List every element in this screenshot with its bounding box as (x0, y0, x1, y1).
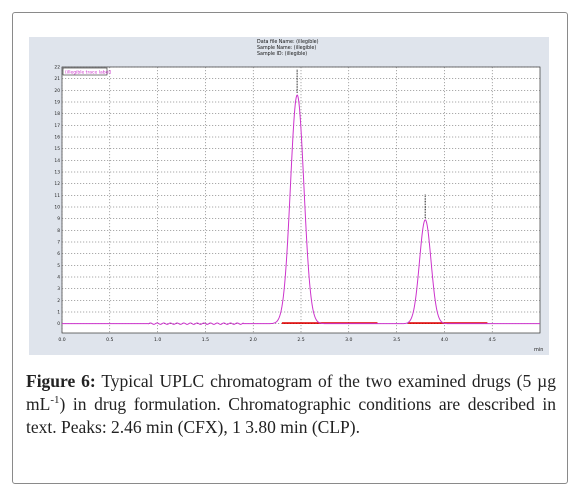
header-line: Sample ID: (illegible) (257, 51, 307, 57)
y-tick-label: 22 (54, 65, 60, 71)
y-tick-label: 18 (54, 111, 60, 117)
y-tick-label: 7 (57, 240, 60, 246)
y-tick-label: 16 (54, 135, 60, 141)
y-tick-label: 3 (57, 286, 60, 292)
legend-label: (illegible trace label) (65, 70, 112, 76)
caption-text-1: Typical UPLC chromatogram of the two exa… (26, 371, 556, 414)
y-tick-label: 13 (54, 170, 60, 176)
y-tick-label: 8 (57, 228, 60, 234)
y-tick-label: 0 (57, 321, 60, 327)
peak-labels (296, 69, 426, 218)
y-tick-label: 4 (57, 275, 60, 281)
x-tick-label: 4.5 (489, 337, 496, 343)
header-line: Data file Name: (illegible) (257, 39, 319, 45)
x-tick-label: 3.5 (393, 337, 400, 343)
y-tick-label: 10 (54, 205, 60, 211)
x-tick-label: 0.0 (58, 337, 65, 343)
y-tick-label: 19 (54, 100, 60, 106)
y-tick-label: 1 (57, 310, 60, 316)
y-tick-label: 20 (54, 88, 60, 94)
y-tick-label: 9 (57, 216, 60, 222)
x-tick-label: 2.0 (250, 337, 257, 343)
chromatogram-trace (62, 94, 540, 325)
x-tick-label: 0.5 (106, 337, 113, 343)
caption-text-2: ) in drug formulation. Chromatographic c… (26, 394, 556, 437)
header-line: Sample Name: (illegible) (257, 45, 316, 51)
caption-label: Figure 6: (26, 371, 96, 391)
x-axis-ticks: 0.0 0.5 1.0 1.5 2.0 2.5 3.0 3.5 4.0 4.5 (58, 337, 496, 343)
y-tick-label: 6 (57, 251, 60, 257)
y-tick-label: 2 (57, 298, 60, 304)
grid-lines (61, 66, 540, 333)
x-tick-label: 3.0 (345, 337, 352, 343)
x-tick-label: 1.5 (202, 337, 209, 343)
figure-caption: Figure 6: Typical UPLC chromatogram of t… (26, 370, 556, 439)
x-tick-label: 2.5 (297, 337, 304, 343)
y-tick-label: 14 (54, 158, 60, 164)
legend-box (62, 67, 108, 76)
x-axis-unit: min (534, 347, 543, 353)
x-tick-label: 1.0 (154, 337, 161, 343)
y-tick-label: 11 (54, 193, 60, 199)
caption-superscript: -1 (50, 394, 60, 407)
chromatogram-chart: Data file Name: (illegible)Sample Name: … (29, 37, 549, 355)
chart-header: Data file Name: (illegible)Sample Name: … (257, 39, 319, 57)
y-tick-label: 5 (57, 263, 60, 269)
y-tick-label: 21 (54, 76, 60, 82)
x-tick-label: 4.0 (441, 337, 448, 343)
y-tick-label: 15 (54, 146, 60, 152)
y-tick-label: 17 (54, 123, 60, 129)
y-tick-label: 12 (54, 181, 60, 187)
